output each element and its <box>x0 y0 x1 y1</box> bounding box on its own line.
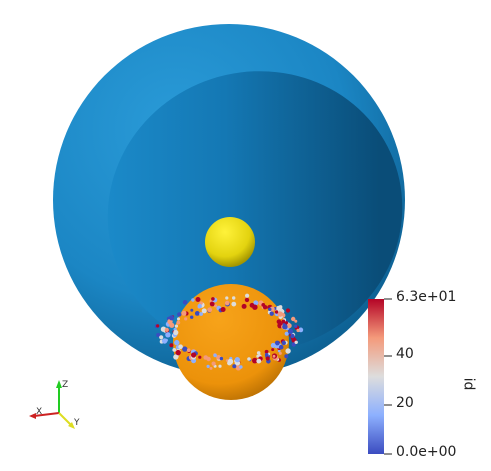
z-axis-label: Z <box>62 380 68 390</box>
particle <box>282 320 285 323</box>
particle <box>279 345 284 350</box>
colorbar-max-label: 6.3e+01 <box>396 289 456 305</box>
particle <box>291 317 295 321</box>
particle <box>285 348 290 353</box>
particle <box>182 346 187 351</box>
particle <box>296 329 299 332</box>
particle <box>270 312 274 316</box>
particle <box>196 297 201 302</box>
colorbar-gradient <box>368 299 384 454</box>
particle <box>159 335 163 339</box>
particle <box>212 362 216 366</box>
particle <box>203 355 208 360</box>
colorbar-min-label: 0.0e+00 <box>396 444 456 460</box>
particle <box>198 304 202 308</box>
colorbar-tick-40-label: 40 <box>396 346 414 362</box>
particle <box>277 319 282 324</box>
particle <box>210 367 213 370</box>
particle <box>174 340 179 345</box>
colorbar-tick-20-label: 20 <box>396 395 414 411</box>
particle <box>290 334 294 338</box>
particle <box>177 312 181 316</box>
particle <box>294 325 297 328</box>
particle <box>278 311 283 316</box>
particle <box>202 308 207 313</box>
particle <box>173 330 178 335</box>
particle <box>178 344 183 349</box>
particle <box>165 332 170 337</box>
particle <box>176 321 180 325</box>
particle <box>169 323 174 328</box>
particle <box>288 329 293 334</box>
particle <box>279 352 282 355</box>
particle <box>284 354 288 358</box>
large-sphere[interactable] <box>173 284 289 400</box>
y-axis-line <box>59 413 71 425</box>
particle <box>190 316 193 319</box>
particle <box>211 297 215 301</box>
particle <box>231 302 236 307</box>
particle <box>190 309 193 312</box>
particle <box>235 357 240 362</box>
particle <box>225 296 228 299</box>
particle <box>207 365 210 368</box>
particle <box>271 343 276 348</box>
particle <box>239 365 242 368</box>
particle <box>198 356 201 359</box>
particle <box>195 311 200 316</box>
particle <box>256 359 261 364</box>
particle <box>261 303 265 307</box>
particle <box>276 306 281 311</box>
particle <box>191 298 194 301</box>
colorbar-title: id <box>460 378 476 391</box>
particle <box>177 317 180 320</box>
particle <box>191 352 196 357</box>
particle <box>156 324 159 327</box>
particle <box>184 317 187 320</box>
small-sphere[interactable] <box>205 217 255 267</box>
particle <box>213 354 217 358</box>
particle <box>218 365 221 368</box>
particle <box>169 315 174 320</box>
particle <box>207 307 212 312</box>
particle <box>228 359 234 365</box>
particle <box>282 324 287 329</box>
particle <box>252 305 257 310</box>
particle <box>273 355 276 358</box>
particle <box>266 356 270 360</box>
particle <box>182 311 187 316</box>
particle <box>183 300 188 305</box>
particle <box>265 353 269 357</box>
colorbar <box>368 299 392 454</box>
particle <box>225 301 230 306</box>
particle <box>286 308 290 312</box>
x-axis-arrow <box>29 413 36 419</box>
particle <box>175 325 178 328</box>
particle <box>232 364 236 368</box>
y-axis-label: Y <box>73 418 80 428</box>
particle <box>247 357 251 361</box>
particle <box>245 298 249 302</box>
particle <box>220 357 223 360</box>
particle <box>245 294 249 298</box>
particle <box>176 350 181 355</box>
particle <box>221 307 226 312</box>
particle <box>187 348 191 352</box>
particle <box>165 328 169 332</box>
particle <box>165 339 168 342</box>
particle <box>282 341 286 345</box>
particle <box>232 296 235 299</box>
particle <box>271 348 274 351</box>
particle <box>242 304 247 309</box>
x-axis-label: X <box>36 407 42 417</box>
particle <box>172 348 176 352</box>
particle <box>268 308 271 311</box>
particle <box>257 351 261 355</box>
axes-triad: Z X Y <box>29 380 80 429</box>
particle <box>169 343 173 347</box>
particle <box>295 341 298 344</box>
particle <box>199 312 203 316</box>
